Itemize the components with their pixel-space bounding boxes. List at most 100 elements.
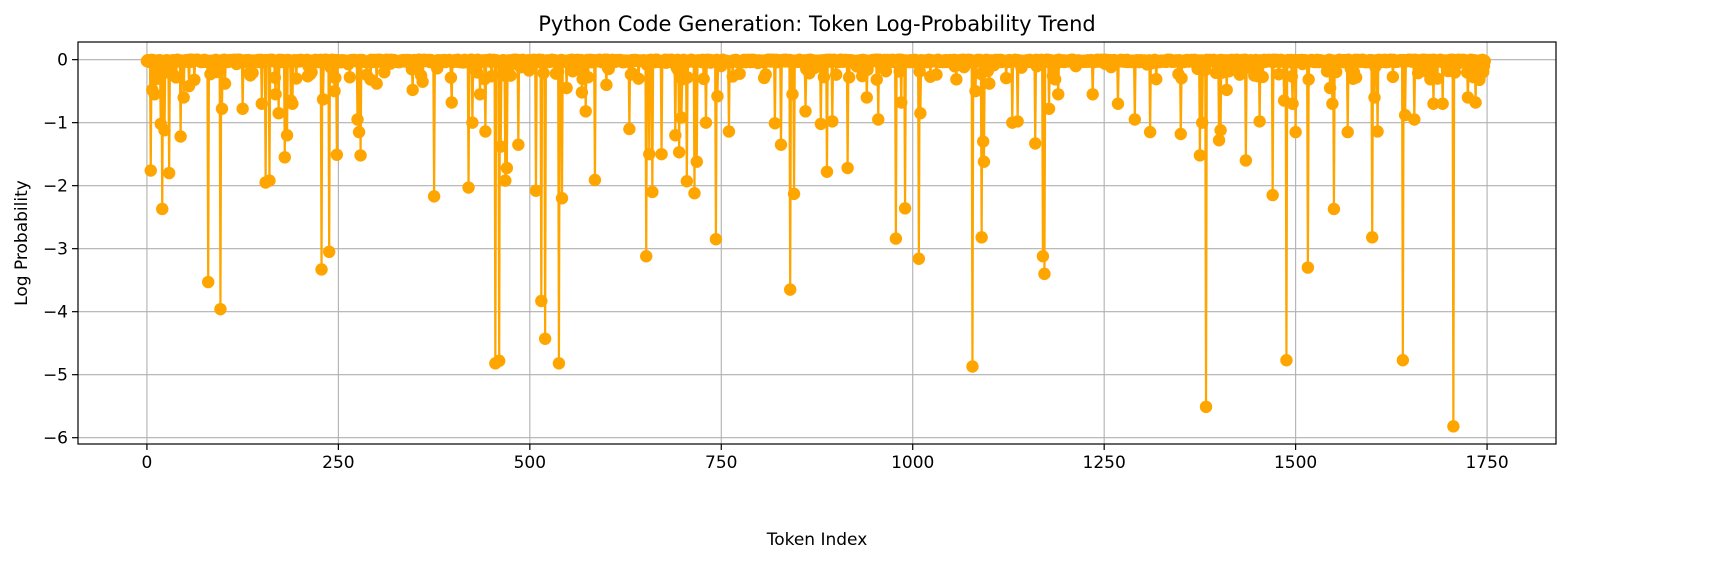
data-point <box>1408 113 1421 126</box>
data-point <box>969 84 982 98</box>
y-tick-label: −2 <box>43 177 68 197</box>
data-point <box>829 68 843 81</box>
data-point <box>427 190 441 203</box>
data-point <box>1220 83 1233 97</box>
data-point <box>354 149 367 162</box>
data-point <box>600 78 613 92</box>
data-point <box>675 111 688 124</box>
data-point <box>722 125 736 138</box>
data-point <box>188 73 201 87</box>
x-tick-label: 1500 <box>1274 453 1317 473</box>
data-point <box>1448 66 1462 79</box>
data-point <box>1302 73 1315 86</box>
plot-frame <box>77 41 1557 445</box>
data-point <box>286 97 299 110</box>
data-point <box>655 147 668 161</box>
data-point <box>504 69 517 82</box>
data-point <box>1431 72 1444 85</box>
data-point <box>177 91 190 104</box>
data-point <box>351 113 364 126</box>
series-line <box>146 58 1486 428</box>
data-point <box>214 302 227 316</box>
data-point <box>1199 400 1213 414</box>
data-point <box>500 161 514 175</box>
data-point <box>799 105 812 118</box>
data-point <box>1436 97 1449 110</box>
data-point <box>688 187 701 200</box>
data-point <box>912 252 926 265</box>
data-point <box>643 147 656 161</box>
data-point <box>280 129 294 142</box>
data-point <box>1143 125 1157 139</box>
x-axis-label: Token Index <box>766 530 868 550</box>
data-point <box>499 174 512 187</box>
data-point <box>1469 96 1482 109</box>
y-tick-label: −3 <box>43 240 68 260</box>
data-point <box>1029 137 1042 150</box>
data-point <box>1286 97 1299 110</box>
data-point <box>817 70 831 84</box>
data-point <box>1285 70 1299 83</box>
data-point <box>555 192 569 205</box>
data-point <box>1326 97 1339 110</box>
data-point <box>162 166 176 180</box>
data-point <box>646 185 659 199</box>
x-tick-label: 1250 <box>1083 453 1126 473</box>
data-point <box>697 72 710 86</box>
data-point <box>1128 113 1142 126</box>
data-point <box>201 275 215 289</box>
data-point <box>444 71 458 84</box>
data-point <box>158 124 171 137</box>
data-point <box>538 332 552 345</box>
data-point <box>1038 267 1051 281</box>
data-point <box>699 116 713 129</box>
data-point <box>826 115 839 128</box>
data-point <box>1478 54 1491 68</box>
data-point <box>975 231 988 244</box>
data-point <box>263 174 276 187</box>
data-point <box>236 102 249 115</box>
data-point <box>560 81 573 95</box>
data-point <box>552 357 566 370</box>
y-tick-label: −1 <box>43 114 68 134</box>
data-point <box>1193 149 1207 162</box>
data-point <box>272 107 285 120</box>
data-point <box>329 71 342 85</box>
data-point <box>479 125 492 138</box>
data-point <box>1086 88 1099 101</box>
data-point <box>588 173 602 187</box>
data-point <box>268 71 282 84</box>
data-point <box>709 233 723 246</box>
data-point <box>893 65 906 78</box>
x-tick-label: 1750 <box>1465 453 1508 473</box>
data-point <box>768 117 782 130</box>
data-point <box>1239 154 1253 167</box>
data-point <box>218 77 232 90</box>
data-point <box>1398 108 1412 122</box>
data-point <box>842 71 856 84</box>
data-point <box>1366 231 1379 244</box>
data-point <box>711 89 724 103</box>
data-point <box>322 245 336 259</box>
data-point <box>416 75 429 88</box>
data-point <box>537 66 550 80</box>
y-tick-label: 0 <box>57 51 68 71</box>
data-point <box>640 250 653 263</box>
data-point <box>1349 71 1363 84</box>
data-point <box>1256 70 1269 84</box>
data-point <box>1289 125 1302 139</box>
data-point <box>151 72 164 85</box>
data-point <box>462 181 475 194</box>
data-point <box>269 88 282 101</box>
data-point <box>930 68 943 81</box>
data-point <box>680 175 694 188</box>
data-point <box>1427 97 1440 110</box>
data-point <box>841 161 854 175</box>
data-point <box>889 232 903 245</box>
data-point <box>378 66 391 79</box>
data-point <box>575 86 589 99</box>
x-tick-label: 750 <box>705 453 737 473</box>
data-point <box>733 67 746 80</box>
data-point <box>820 165 834 178</box>
